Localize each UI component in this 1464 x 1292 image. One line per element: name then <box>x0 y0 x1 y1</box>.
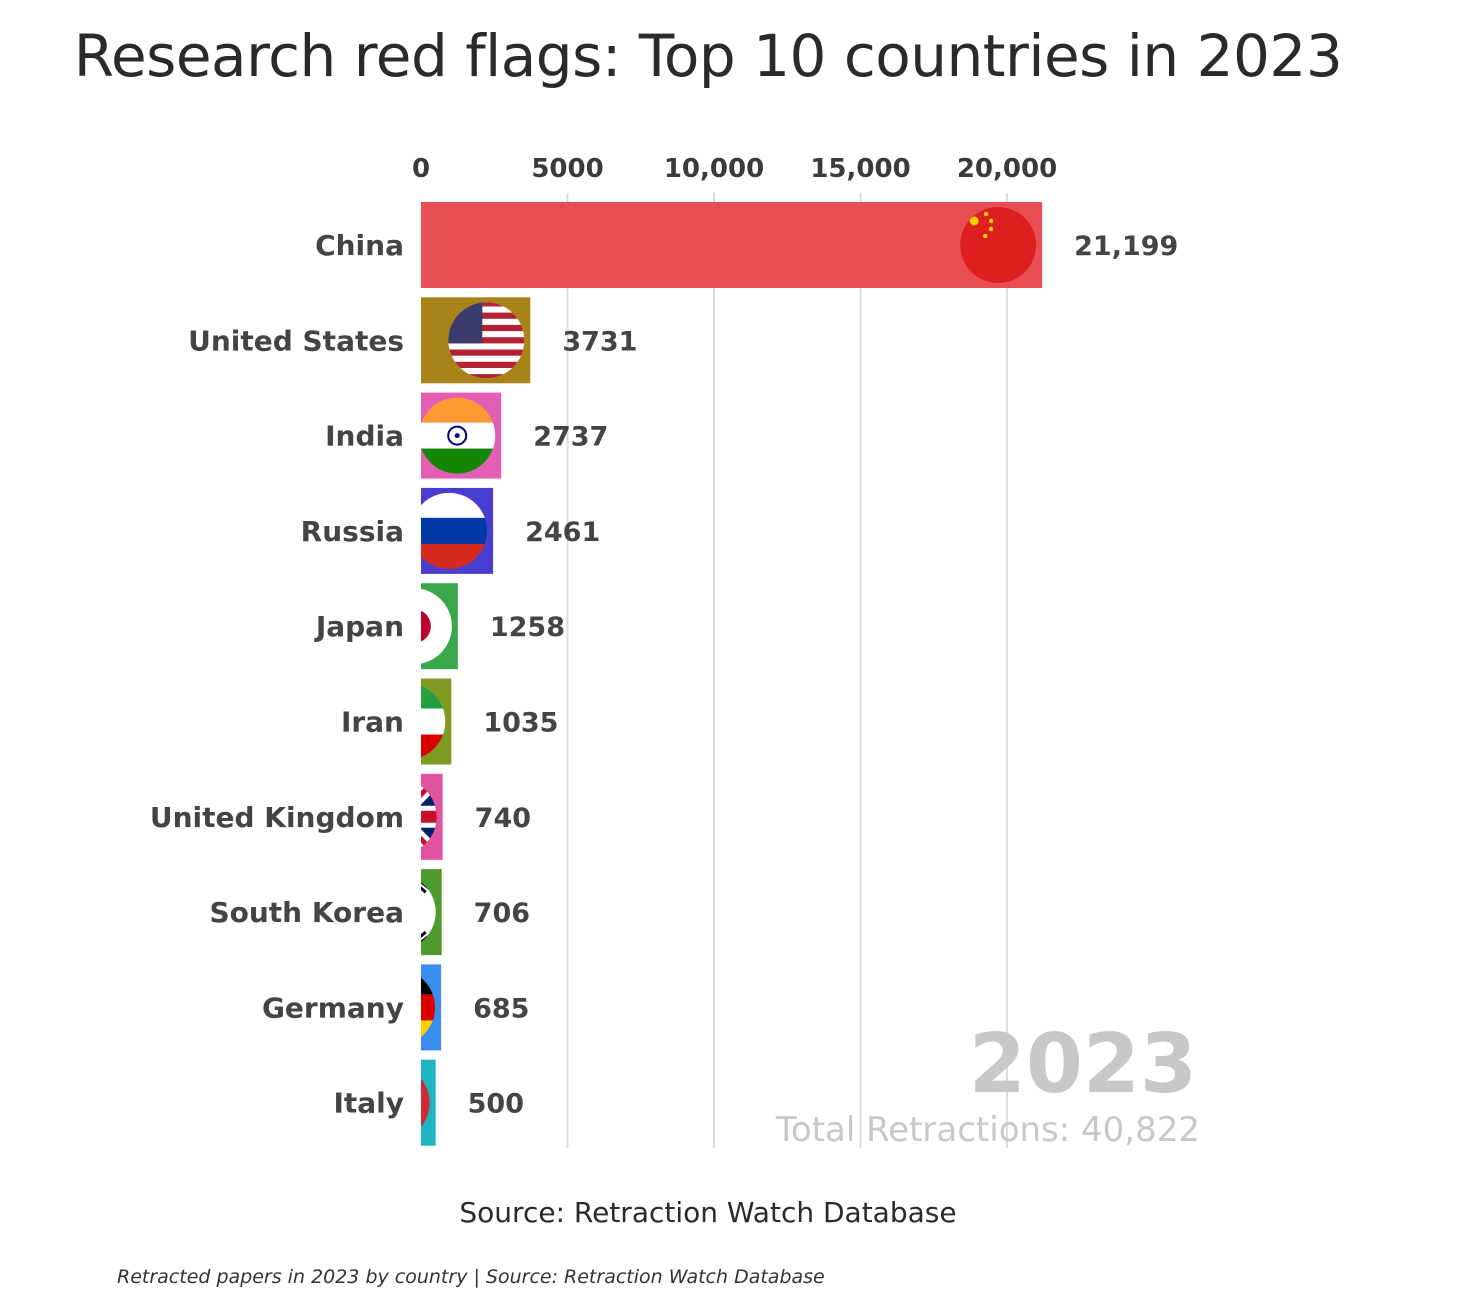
figure-caption: Retracted papers in 2023 by country | So… <box>117 1266 825 1288</box>
country-label: Japan <box>314 610 404 643</box>
year-label: 2023 <box>969 1017 1197 1112</box>
value-label: 2461 <box>525 517 600 548</box>
chart-title: Research red flags: Top 10 countries in … <box>73 22 1343 90</box>
bar-row: Russia 2461 <box>301 487 600 574</box>
country-label: Germany <box>262 991 404 1024</box>
country-label: South Korea <box>209 896 404 929</box>
value-label: 1035 <box>483 708 558 739</box>
bar-row: China 21,199 <box>315 202 1178 288</box>
country-label: Iran <box>341 706 404 739</box>
chart-source: Source: Retraction Watch Database <box>459 1196 957 1229</box>
bar <box>421 202 1043 288</box>
x-tick-label: 20,000 <box>957 154 1057 184</box>
bar-row: India 2737 <box>325 392 608 479</box>
bar-row: Iran 1035 <box>341 678 558 765</box>
value-label: 1258 <box>490 612 565 643</box>
total-retractions-label: Total Retractions: 40,822 <box>775 1110 1200 1150</box>
country-label: Italy <box>333 1087 404 1120</box>
bar-row: Japan 1258 <box>314 583 565 670</box>
country-label: China <box>315 229 404 262</box>
x-tick-label: 0 <box>412 154 430 184</box>
value-label: 685 <box>473 993 529 1024</box>
bar-row: Germany 685 <box>262 964 529 1051</box>
x-tick-label: 10,000 <box>664 154 764 184</box>
value-label: 3731 <box>562 326 637 357</box>
bar-row: Italy 500 <box>333 1059 524 1146</box>
country-label: United States <box>188 324 404 357</box>
country-label: Russia <box>301 515 404 548</box>
x-tick-label: 5000 <box>531 154 603 184</box>
bar-row: South Korea 706 <box>209 869 530 956</box>
x-tick-label: 15,000 <box>810 154 910 184</box>
value-label: 740 <box>475 803 531 834</box>
value-label: 500 <box>468 1089 524 1120</box>
country-label: India <box>325 420 404 453</box>
value-label: 706 <box>474 898 530 929</box>
country-label: United Kingdom <box>150 801 404 834</box>
bar-row: United States 3731 <box>188 297 637 384</box>
bar-row: United Kingdom 740 <box>150 773 531 860</box>
value-label: 2737 <box>533 422 608 453</box>
value-label: 21,199 <box>1074 231 1178 262</box>
